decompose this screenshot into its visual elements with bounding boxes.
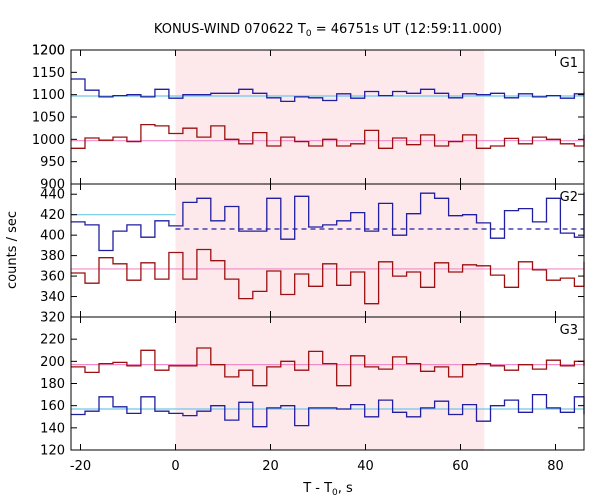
x-tick-label: -20 bbox=[70, 459, 91, 474]
y-tick-label: 180 bbox=[40, 377, 65, 392]
y-tick-label: 400 bbox=[40, 229, 65, 244]
series-blue-g2 bbox=[71, 192, 585, 252]
y-tick-label: 1150 bbox=[32, 66, 65, 81]
x-axis-title: T - T0, s bbox=[302, 481, 353, 498]
series-red-g3 bbox=[71, 347, 585, 387]
x-tick-label: 60 bbox=[452, 459, 469, 474]
series-blue-g1 bbox=[71, 78, 585, 103]
y-tick-label: 380 bbox=[40, 249, 65, 264]
x-tick-label: 80 bbox=[547, 459, 564, 474]
plot-panels: 900950100010501100115012001200G132034036… bbox=[32, 44, 585, 474]
series-red-g2 bbox=[71, 248, 585, 305]
y-tick-label: 200 bbox=[40, 355, 65, 370]
y-tick-label: 340 bbox=[40, 290, 65, 305]
y-tick-label: 900 bbox=[40, 178, 65, 193]
x-tick-label: 40 bbox=[357, 459, 374, 474]
highlight-interval bbox=[175, 50, 485, 450]
panel-label: G2 bbox=[560, 190, 578, 205]
panel-label: G1 bbox=[560, 56, 578, 71]
y-tick-label: 120 bbox=[40, 444, 65, 459]
y-tick-label: 1100 bbox=[32, 88, 65, 103]
y-tick-label: 440 bbox=[40, 188, 65, 203]
y-tick-label: 420 bbox=[40, 208, 65, 223]
y-tick-label: 140 bbox=[40, 421, 65, 436]
y-tick-label: 220 bbox=[40, 333, 65, 348]
x-tick-label: 20 bbox=[262, 459, 279, 474]
panel-g3: 120 140 160 180 200 220 G3 bbox=[40, 316, 585, 459]
series-red-g1 bbox=[71, 123, 585, 149]
y-tick-label: 1200 bbox=[32, 44, 65, 59]
y-tick-label: 160 bbox=[40, 399, 65, 414]
y-tick-label: 320 bbox=[40, 311, 65, 326]
y-tick-label: 360 bbox=[40, 270, 65, 285]
y-tick-label: 1050 bbox=[32, 111, 65, 126]
x-tick-label: 0 bbox=[171, 459, 179, 474]
panel-label: G3 bbox=[560, 323, 578, 338]
panel-g2: 320 340 360 380 400 420 440 G2 bbox=[40, 183, 585, 326]
y-tick-label: 1000 bbox=[32, 133, 65, 148]
series-blue-g3 bbox=[71, 393, 585, 428]
chart-title: KONUS-WIND 070622 T0 = 46751s UT (12:59:… bbox=[154, 22, 502, 39]
y-axis-title: counts / sec bbox=[5, 211, 20, 289]
y-tick-label: 950 bbox=[40, 155, 65, 170]
y-tick-label: 1200 bbox=[32, 44, 65, 59]
